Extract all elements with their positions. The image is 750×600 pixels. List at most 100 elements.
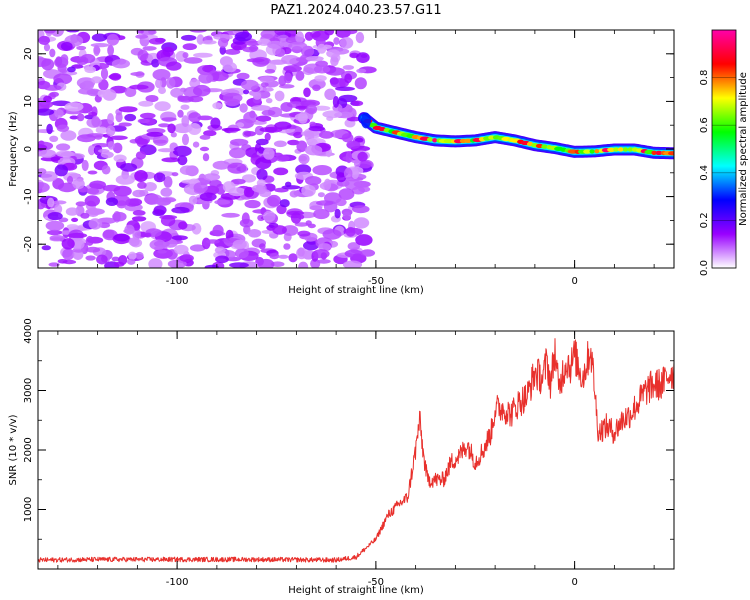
- noise-cell: [214, 199, 231, 205]
- noise-cell: [146, 131, 164, 137]
- noise-cell: [317, 259, 331, 264]
- noise-cell: [295, 105, 309, 110]
- noise-cell: [360, 249, 376, 257]
- noise-cell: [132, 228, 141, 240]
- ridge-peak: [617, 147, 624, 152]
- noise-cell: [242, 46, 258, 53]
- noise-cell: [97, 149, 110, 153]
- noise-cell: [153, 205, 167, 216]
- x-tick-label: -100: [166, 577, 189, 588]
- snr-x-label: Height of straight line (km): [288, 585, 424, 596]
- noise-cell: [203, 173, 221, 181]
- noise-cell: [182, 52, 189, 59]
- noise-cell: [298, 261, 309, 268]
- noise-cell: [129, 84, 149, 90]
- noise-cell: [256, 168, 268, 181]
- frequency-ridge: [357, 112, 674, 160]
- noise-cell: [44, 30, 56, 34]
- noise-cell: [177, 109, 184, 118]
- noise-cell: [346, 116, 362, 122]
- noise-cell: [43, 43, 51, 52]
- colorbar-tick-label: 0.4: [699, 165, 710, 181]
- noise-cell: [193, 84, 211, 97]
- noise-cell: [257, 146, 265, 154]
- noise-cell: [210, 117, 221, 129]
- noise-cell: [305, 55, 324, 62]
- noise-cell: [288, 41, 308, 50]
- noise-cell: [224, 48, 241, 55]
- noise-cell: [46, 123, 53, 135]
- noise-cell: [84, 66, 96, 74]
- noise-cell: [53, 73, 73, 85]
- colorbar-tick-label: 0.2: [699, 212, 710, 228]
- noise-cell: [341, 133, 354, 143]
- noise-cell: [275, 48, 286, 58]
- noise-cell: [56, 143, 71, 151]
- noise-cell: [202, 65, 214, 73]
- noise-cell: [80, 212, 90, 219]
- noise-cell: [178, 221, 188, 230]
- noise-cell: [229, 147, 246, 159]
- noise-cell: [107, 44, 114, 56]
- noise-cell: [222, 181, 236, 193]
- noise-cell: [354, 159, 361, 168]
- noise-cell: [212, 224, 224, 237]
- colorbar-gradient: [711, 29, 737, 269]
- noise-cell: [124, 224, 135, 235]
- noise-cell: [76, 113, 85, 122]
- noise-cell: [297, 230, 311, 237]
- noise-cell: [149, 239, 167, 250]
- noise-cell: [142, 46, 157, 51]
- noise-cell: [278, 254, 289, 259]
- noise-cell: [259, 127, 278, 133]
- noise-cell: [345, 226, 356, 237]
- noise-cell: [265, 98, 273, 104]
- noise-cell: [221, 212, 240, 218]
- ridge-peak: [613, 147, 619, 152]
- noise-cell: [305, 176, 322, 186]
- noise-cell: [187, 95, 204, 103]
- noise-cell: [45, 220, 65, 231]
- noise-cell: [262, 210, 276, 223]
- noise-cell: [304, 145, 323, 156]
- y-tick-label: 4000: [23, 318, 34, 343]
- noise-cell: [182, 43, 197, 51]
- noise-cell: [322, 110, 343, 119]
- spectrogram-x-label: Height of straight line (km): [288, 285, 424, 296]
- noise-cell: [96, 254, 108, 265]
- noise-cell: [215, 255, 229, 264]
- noise-cell: [128, 251, 137, 260]
- colorbar-label: Normalized spectral amplitude: [738, 72, 749, 226]
- noise-cell: [86, 207, 100, 217]
- noise-cell: [181, 115, 190, 127]
- noise-cell: [75, 201, 87, 207]
- spectrogram-y-label: Frequency (Hz): [8, 111, 19, 187]
- noise-cell: [314, 75, 327, 82]
- noise-cell: [344, 73, 353, 84]
- noise-cell: [333, 37, 340, 45]
- noise-cell: [163, 176, 173, 188]
- noise-cell: [91, 76, 102, 84]
- noise-cell: [60, 41, 73, 51]
- noise-cell: [353, 217, 370, 229]
- colorbar-tick-label: 0.6: [699, 117, 710, 133]
- noise-cell: [171, 206, 190, 214]
- x-tick-label: -50: [368, 577, 384, 588]
- noise-cell: [334, 208, 341, 219]
- noise-cell: [256, 115, 272, 122]
- noise-cell: [173, 123, 193, 134]
- noise-cell: [171, 235, 188, 241]
- noise-cell: [65, 207, 79, 216]
- ridge-peak: [622, 147, 629, 152]
- snr-series-line: [38, 338, 674, 563]
- noise-cell: [136, 30, 144, 34]
- noise-cell: [352, 205, 370, 214]
- noise-cell: [346, 140, 361, 149]
- noise-cell: [289, 190, 299, 198]
- noise-cell: [283, 65, 302, 73]
- noise-cell: [243, 111, 258, 124]
- noise-cell: [132, 189, 146, 198]
- noise-cell: [148, 258, 163, 268]
- noise-cell: [251, 105, 271, 111]
- y-tick-label: 0: [23, 146, 34, 152]
